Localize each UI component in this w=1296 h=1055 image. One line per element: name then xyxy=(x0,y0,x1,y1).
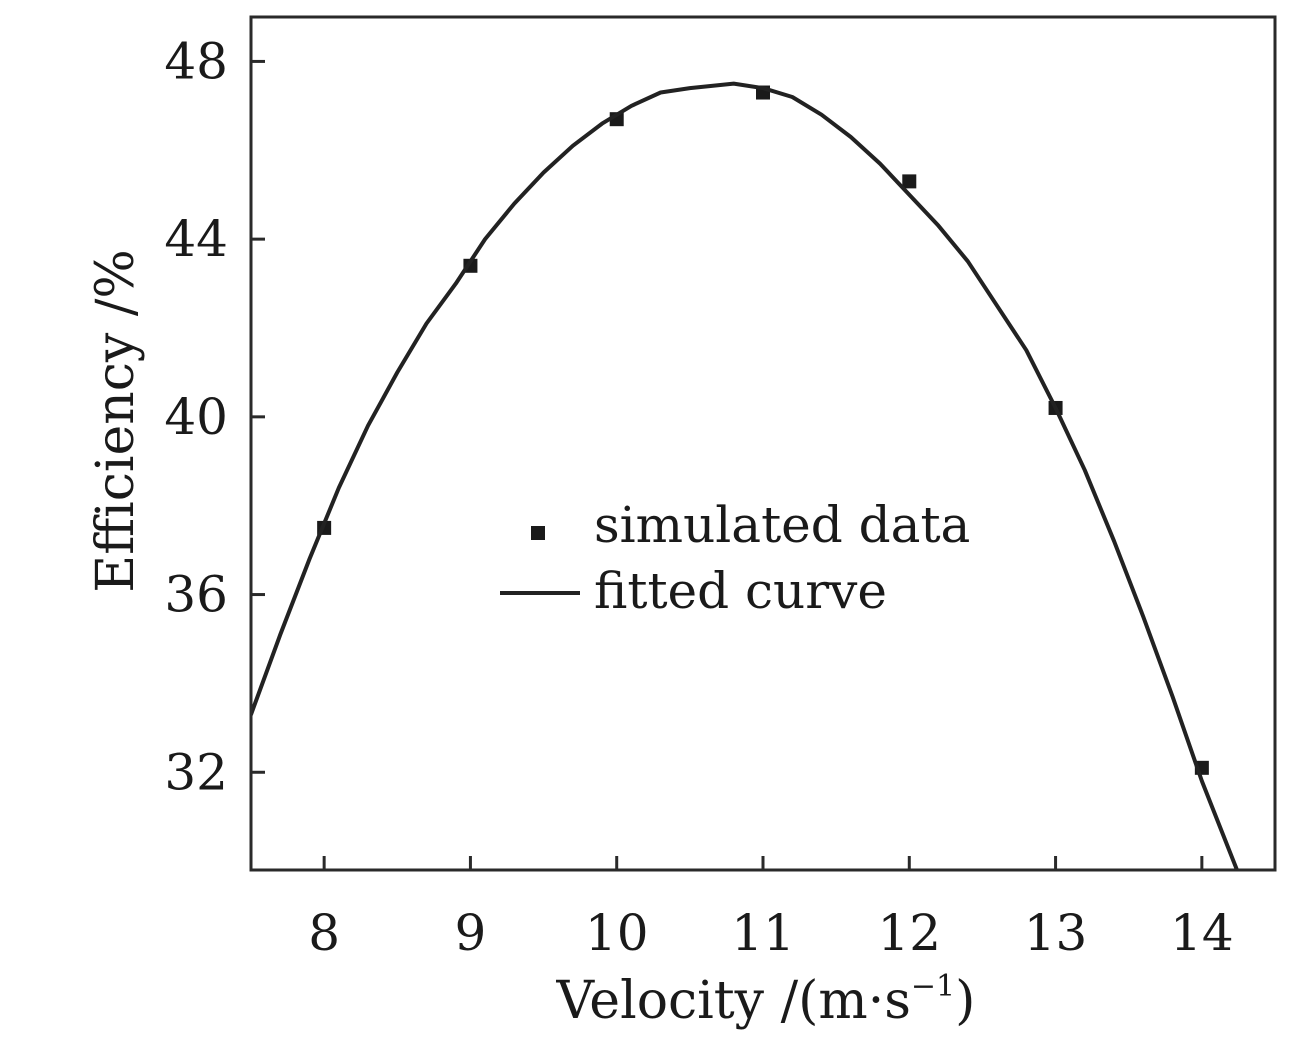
x-tick-label: 10 xyxy=(585,904,649,962)
legend-marker-simulated-data xyxy=(531,526,545,540)
y-axis-title: Efficiency /% xyxy=(86,249,146,593)
x-axis-title: Velocity /(m·s−1) xyxy=(556,969,976,1031)
plot-layer xyxy=(251,81,1239,870)
legend-label-simulated-data: simulated data xyxy=(594,496,970,554)
x-tick-label: 11 xyxy=(731,904,795,962)
axis-layer: 8 9 10 11 12 13 14 32 36 40 44 48 xyxy=(164,15,1277,962)
legend: simulated data fitted curve xyxy=(500,496,970,620)
x-tick-label: 12 xyxy=(877,904,941,962)
y-tick-label: 44 xyxy=(164,210,228,268)
y-tick-label: 40 xyxy=(164,388,228,446)
plot-frame xyxy=(249,15,1277,872)
x-tick-label: 9 xyxy=(455,904,487,962)
x-tick-label: 8 xyxy=(308,904,340,962)
fitted-curve-line xyxy=(251,81,1239,870)
x-axis-title-main: Velocity /(m·s xyxy=(556,971,911,1031)
x-tick-label: 14 xyxy=(1170,904,1234,962)
x-axis-title-close: ) xyxy=(955,971,975,1031)
y-tick-label: 32 xyxy=(164,743,228,801)
y-tick-label: 36 xyxy=(164,566,228,624)
x-tick-label: 13 xyxy=(1024,904,1088,962)
x-axis-title-exponent: −1 xyxy=(911,969,955,1004)
legend-label-fitted-curve: fitted curve xyxy=(594,562,887,620)
y-tick-label: 48 xyxy=(164,32,228,90)
data-point xyxy=(902,174,917,189)
